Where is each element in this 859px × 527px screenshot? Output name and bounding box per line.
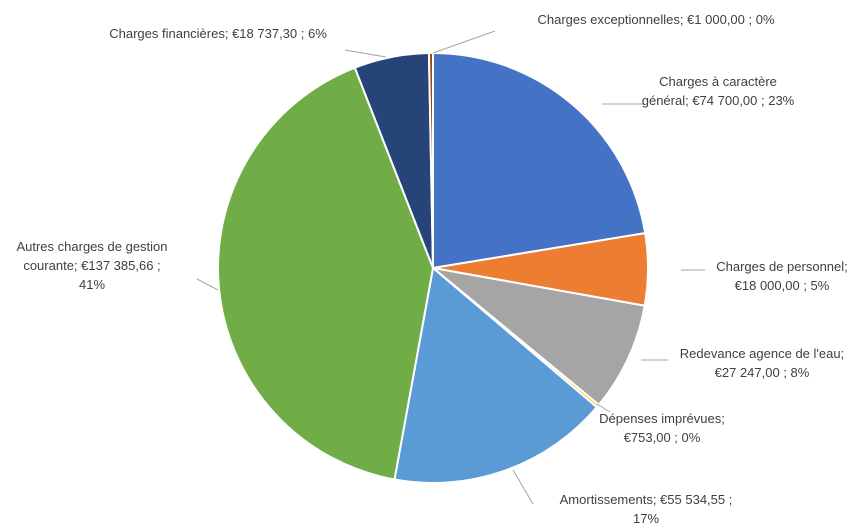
pie-slice-redevance-agence-de-l-eau xyxy=(429,266,646,407)
data-label-autres-charges-de-gestion-courante: Autres charges de gestion courante; €137 … xyxy=(16,239,167,292)
pie-slice-autres-charges-de-gestion-courante xyxy=(217,66,435,481)
data-label-line: Charges exceptionnelles; €1 000,00 ; 0% xyxy=(537,12,774,27)
data-label-line: Autres charges de gestion xyxy=(16,239,167,254)
data-label-line: Amortissements; €55 534,55 ; xyxy=(560,492,733,507)
data-label-charges-exceptionnelles: Charges exceptionnelles; €1 000,00 ; 0% xyxy=(537,12,774,27)
leader-line-charges-financieres xyxy=(344,49,387,58)
data-label-line: €753,00 ; 0% xyxy=(624,430,701,445)
data-label-charges-financieres: Charges financières; €18 737,30 ; 6% xyxy=(109,26,327,41)
data-label-line: Charges financières; €18 737,30 ; 6% xyxy=(109,26,327,41)
data-label-line: Redevance agence de l'eau; xyxy=(680,346,844,361)
data-label-line: Dépenses imprévues; xyxy=(599,411,725,426)
data-label-redevance-agence-de-l-eau: Redevance agence de l'eau; €27 247,00 ; 8… xyxy=(680,346,844,380)
data-label-line: €27 247,00 ; 8% xyxy=(715,365,810,380)
data-label-line: 41% xyxy=(79,277,105,292)
pie-slice-amortissements xyxy=(393,266,599,484)
leader-line-autres-charges-de-gestion-courante xyxy=(196,278,219,291)
pie-slices xyxy=(217,51,649,484)
data-label-charges-de-personnel: Charges de personnel; €18 000,00 ; 5% xyxy=(716,259,848,293)
pie-slice-charges-a-caractere-general xyxy=(432,51,647,270)
data-label-line: Charges à caractère xyxy=(659,74,777,89)
data-label-depenses-imprevues: Dépenses imprévues; €753,00 ; 0% xyxy=(599,411,725,445)
data-label-line: €18 000,00 ; 5% xyxy=(735,278,830,293)
data-label-amortissements: Amortissements; €55 534,55 ; 17% xyxy=(560,492,733,526)
data-label-charges-a-caractere-general: Charges à caractère général; €74 700,00 ;… xyxy=(642,74,795,108)
data-label-line: général; €74 700,00 ; 23% xyxy=(642,93,795,108)
data-label-line: courante; €137 385,66 ; xyxy=(23,258,160,273)
leader-lines xyxy=(196,30,705,505)
data-label-line: Charges de personnel; xyxy=(716,259,848,274)
data-labels: Charges à caractère général; €74 700,00 ;… xyxy=(16,12,847,526)
leader-line-depenses-imprevues xyxy=(596,403,611,413)
pie-slice-charges-exceptionnelles xyxy=(427,51,434,269)
leader-line-amortissements xyxy=(512,469,534,505)
data-label-line: 17% xyxy=(633,511,659,526)
leader-line-charges-exceptionnelles xyxy=(432,30,496,54)
